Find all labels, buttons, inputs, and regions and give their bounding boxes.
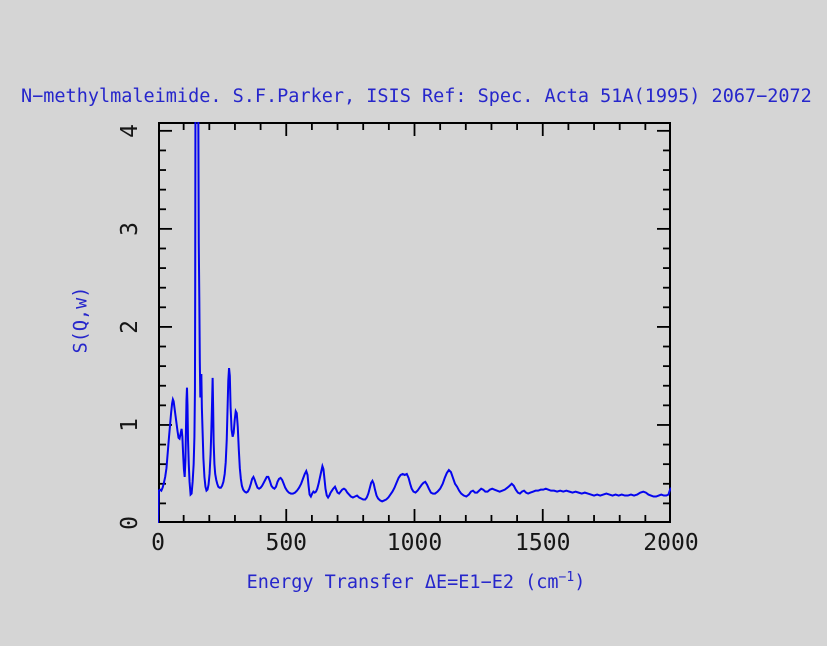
spectrum-curve [158,122,671,523]
x-axis-label: Energy Transfer ΔE=E1−E2 (cm−1) [246,569,586,593]
y-tick-label: 4 [117,123,143,138]
y-tick-label: 2 [117,319,143,334]
x-tick-label: 1500 [515,530,571,556]
spectrum-svg [158,122,671,523]
x-tick-label: 1000 [386,530,443,556]
y-tick-label: 0 [117,516,143,530]
x-axis-label-superscript: −1 [558,569,575,585]
x-axis-label-text: Energy Transfer ΔE=E1−E2 (cm [246,572,559,593]
x-tick-label: 2000 [643,530,699,556]
y-axis-label: S(Q,w) [70,286,92,354]
x-tick-label: 0 [151,530,165,556]
y-tick-label: 3 [117,221,143,236]
x-tick-label: 500 [265,530,308,556]
y-tick-label: 1 [117,418,143,432]
plot-area [158,122,671,523]
x-axis-label-close: ) [574,572,586,593]
chart-title: N−methylmaleimide. S.F.Parker, ISIS Ref:… [21,86,812,107]
